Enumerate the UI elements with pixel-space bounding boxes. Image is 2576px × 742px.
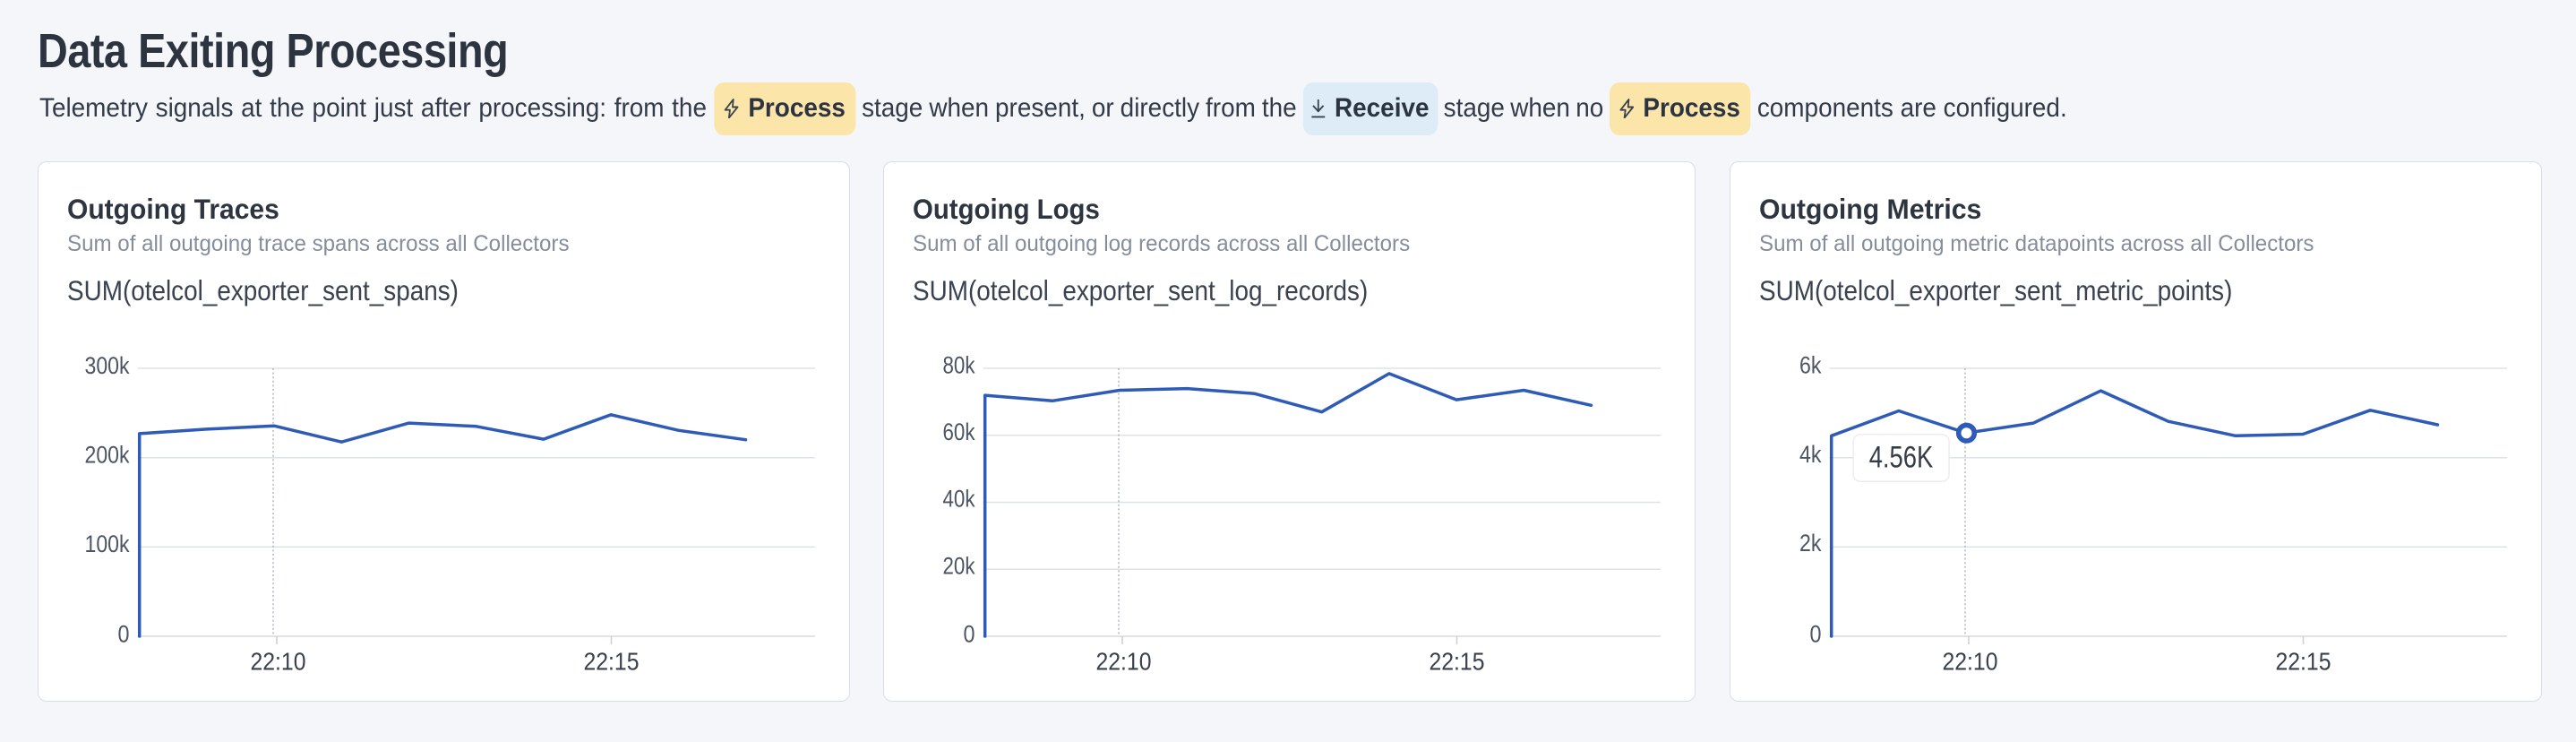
svg-text:100k: 100k [85, 531, 131, 557]
svg-text:200k: 200k [85, 442, 131, 469]
svg-text:60k: 60k [943, 418, 976, 445]
svg-text:22:15: 22:15 [1430, 647, 1485, 675]
svg-text:80k: 80k [943, 352, 976, 379]
svg-text:22:15: 22:15 [2276, 647, 2331, 675]
svg-text:22:15: 22:15 [584, 647, 640, 675]
svg-text:6k: 6k [1799, 352, 1822, 379]
svg-text:0: 0 [1810, 620, 1822, 647]
svg-text:4.56K: 4.56K [1869, 441, 1934, 475]
svg-text:22:10: 22:10 [1096, 647, 1152, 675]
svg-text:22:10: 22:10 [1943, 647, 1998, 675]
svg-text:2k: 2k [1799, 530, 1822, 556]
svg-text:4k: 4k [1799, 441, 1822, 468]
svg-text:40k: 40k [943, 486, 976, 513]
svg-text:22:10: 22:10 [251, 647, 306, 675]
svg-text:20k: 20k [943, 552, 976, 579]
svg-text:0: 0 [118, 620, 130, 647]
svg-text:300k: 300k [85, 352, 131, 379]
svg-text:0: 0 [964, 620, 975, 647]
